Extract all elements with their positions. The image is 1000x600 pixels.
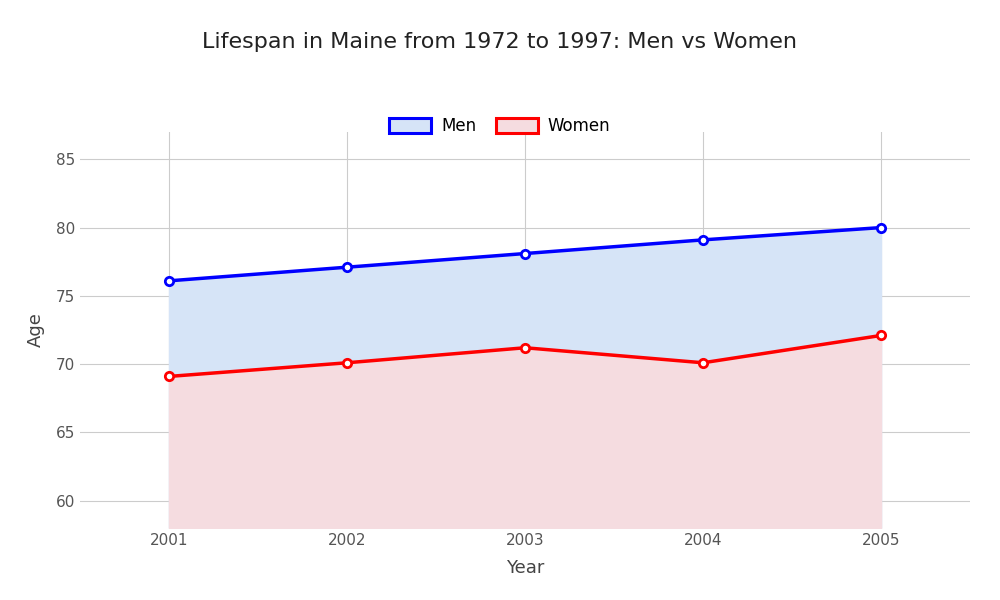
Y-axis label: Age: Age xyxy=(27,313,45,347)
Text: Lifespan in Maine from 1972 to 1997: Men vs Women: Lifespan in Maine from 1972 to 1997: Men… xyxy=(202,32,798,52)
X-axis label: Year: Year xyxy=(506,559,544,577)
Legend: Men, Women: Men, Women xyxy=(383,110,617,142)
